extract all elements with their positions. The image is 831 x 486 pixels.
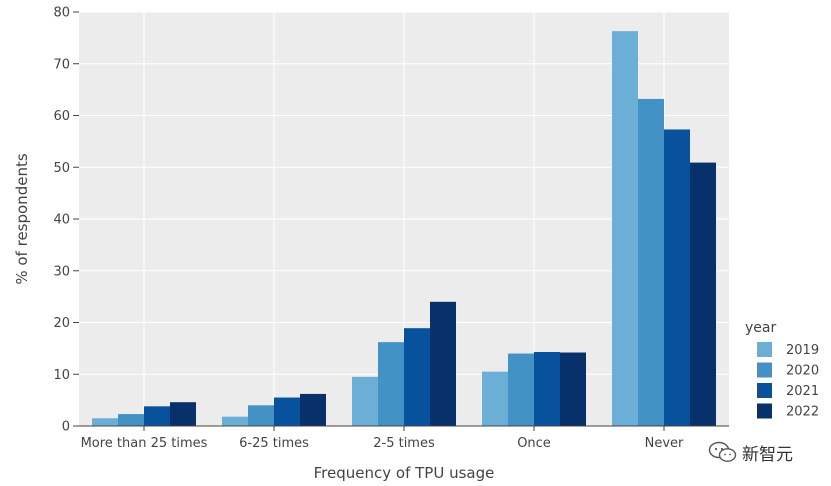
bar-2021-2 — [404, 328, 430, 426]
y-tick-label: 60 — [53, 109, 70, 124]
bar-2019-0 — [92, 418, 118, 426]
y-tick-label: 0 — [62, 420, 70, 435]
bar-2019-4 — [612, 31, 638, 427]
bar-2020-0 — [118, 414, 144, 426]
bar-2021-0 — [144, 406, 170, 426]
x-axis-ticks: More than 25 times 6-25 times 2-5 times Onc… — [79, 425, 729, 451]
y-tick-label: 80 — [53, 6, 70, 21]
legend-label-2021: 2021 — [786, 384, 819, 399]
legend-label-2022: 2022 — [786, 405, 819, 420]
bar-2019-1 — [222, 416, 248, 426]
y-axis-ticks: 0 10 20 30 40 50 60 70 80 — [53, 6, 79, 435]
bar-2019-2 — [352, 376, 378, 426]
watermark-text: 新智元 — [742, 444, 793, 465]
y-tick-label: 50 — [53, 161, 70, 176]
x-tick-label: Never — [645, 436, 684, 451]
x-tick-label: Once — [517, 436, 551, 451]
bar-2020-1 — [248, 405, 274, 426]
legend-swatch-2021 — [757, 383, 772, 398]
x-axis-title: Frequency of TPU usage — [314, 464, 495, 482]
bar-2021-3 — [534, 351, 560, 426]
bar-2022-4 — [690, 162, 716, 426]
watermark: 新智元 — [708, 440, 793, 465]
y-tick-label: 70 — [53, 57, 70, 72]
legend: year 2019 2020 2021 2022 — [745, 320, 819, 420]
y-tick-label: 30 — [53, 264, 70, 279]
bar-2021-4 — [664, 129, 690, 426]
bar-2020-4 — [638, 98, 664, 426]
bar-2022-1 — [300, 393, 326, 426]
bar-2022-0 — [170, 402, 196, 426]
legend-swatch-2020 — [757, 362, 772, 378]
y-axis-title: % of respondents — [13, 153, 31, 284]
legend-swatch-2019 — [757, 342, 772, 357]
legend-title: year — [745, 320, 776, 336]
y-tick-label: 40 — [53, 213, 70, 228]
x-tick-label: 6-25 times — [239, 436, 309, 451]
bar-2020-2 — [378, 342, 404, 426]
bar-2022-2 — [430, 301, 456, 426]
legend-swatch-2022 — [757, 403, 772, 419]
bars — [92, 31, 716, 427]
wechat-icon — [708, 441, 737, 462]
x-tick-label: More than 25 times — [81, 436, 208, 451]
y-tick-label: 20 — [53, 316, 70, 331]
x-tick-label: 2-5 times — [373, 436, 435, 451]
legend-label-2019: 2019 — [786, 343, 819, 358]
bar-2019-3 — [482, 371, 508, 426]
y-tick-label: 10 — [53, 368, 70, 383]
bar-2022-3 — [560, 352, 586, 426]
legend-label-2020: 2020 — [786, 364, 819, 379]
bar-2021-1 — [274, 397, 300, 426]
bar-2020-3 — [508, 353, 534, 426]
